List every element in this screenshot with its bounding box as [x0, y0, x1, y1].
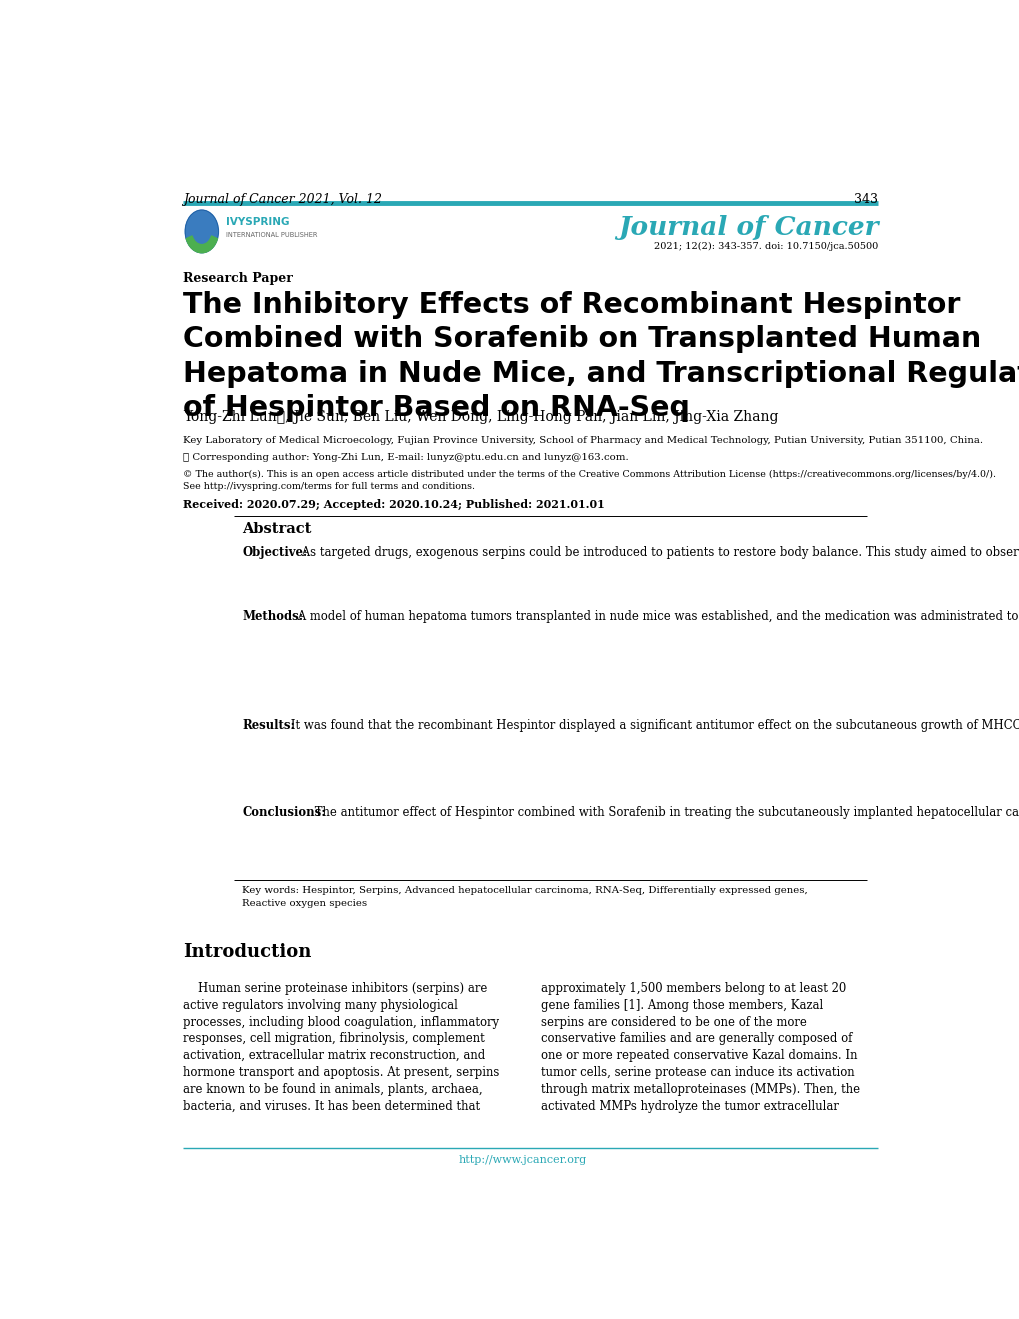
Text: INTERNATIONAL PUBLISHER: INTERNATIONAL PUBLISHER: [225, 232, 317, 239]
Text: http://www.jcancer.org: http://www.jcancer.org: [459, 1154, 586, 1165]
Text: 2021; 12(2): 343-357. doi: 10.7150/jca.50500: 2021; 12(2): 343-357. doi: 10.7150/jca.5…: [653, 241, 877, 251]
Text: Received: 2020.07.29; Accepted: 2020.10.24; Published: 2021.01.01: Received: 2020.07.29; Accepted: 2020.10.…: [182, 499, 604, 509]
Text: © The author(s). This is an open access article distributed under the terms of t: © The author(s). This is an open access …: [182, 470, 995, 479]
Text: Conclusions:: Conclusions:: [242, 806, 325, 819]
Text: The antitumor effect of Hespintor combined with Sorafenib in treating the subcut: The antitumor effect of Hespintor combin…: [311, 806, 1019, 819]
Text: A model of human hepatoma tumors transplanted in nude mice was established, and : A model of human hepatoma tumors transpl…: [293, 611, 1019, 624]
Text: Objective:: Objective:: [242, 546, 307, 559]
Text: IVYSPRING: IVYSPRING: [225, 218, 288, 227]
Text: It was found that the recombinant Hespintor displayed a significant antitumor ef: It was found that the recombinant Hespin…: [287, 719, 1019, 732]
Text: Methods:: Methods:: [242, 611, 303, 624]
Text: Key Laboratory of Medical Microecology, Fujian Province University, School of Ph: Key Laboratory of Medical Microecology, …: [182, 435, 982, 445]
Text: Key words: Hespintor, Serpins, Advanced hepatocellular carcinoma, RNA-Seq, Diffe: Key words: Hespintor, Serpins, Advanced …: [242, 886, 807, 896]
Circle shape: [185, 210, 218, 253]
Text: Abstract: Abstract: [242, 522, 311, 536]
Text: Yong-Zhi Lun✉, Jie Sun, Ben Liu, Wen Dong, Ling-Hong Pan, Jian Lin, Jing-Xia Zha: Yong-Zhi Lun✉, Jie Sun, Ben Liu, Wen Don…: [182, 410, 777, 425]
Text: Human serine proteinase inhibitors (serpins) are
active regulators involving man: Human serine proteinase inhibitors (serp…: [182, 981, 498, 1112]
Text: Journal of Cancer: Journal of Cancer: [618, 215, 877, 240]
Wedge shape: [186, 236, 217, 253]
Text: 343: 343: [854, 193, 877, 206]
Text: Journal of Cancer 2021, Vol. 12: Journal of Cancer 2021, Vol. 12: [182, 193, 381, 206]
Text: Introduction: Introduction: [182, 943, 311, 962]
Text: Reactive oxygen species: Reactive oxygen species: [242, 898, 367, 907]
Text: ✉ Corresponding author: Yong-Zhi Lun, E-mail: lunyz@ptu.edu.cn and lunyz@163.com: ✉ Corresponding author: Yong-Zhi Lun, E-…: [182, 452, 628, 462]
Text: Results:: Results:: [242, 719, 294, 732]
Text: approximately 1,500 members belong to at least 20
gene families [1]. Among those: approximately 1,500 members belong to at…: [540, 981, 859, 1112]
Text: The Inhibitory Effects of Recombinant Hespintor
Combined with Sorafenib on Trans: The Inhibitory Effects of Recombinant He…: [182, 291, 1019, 422]
Text: As targeted drugs, exogenous serpins could be introduced to patients to restore : As targeted drugs, exogenous serpins cou…: [298, 546, 1019, 559]
Text: See http://ivyspring.com/terms for full terms and conditions.: See http://ivyspring.com/terms for full …: [182, 483, 475, 491]
Text: Research Paper: Research Paper: [182, 272, 292, 285]
